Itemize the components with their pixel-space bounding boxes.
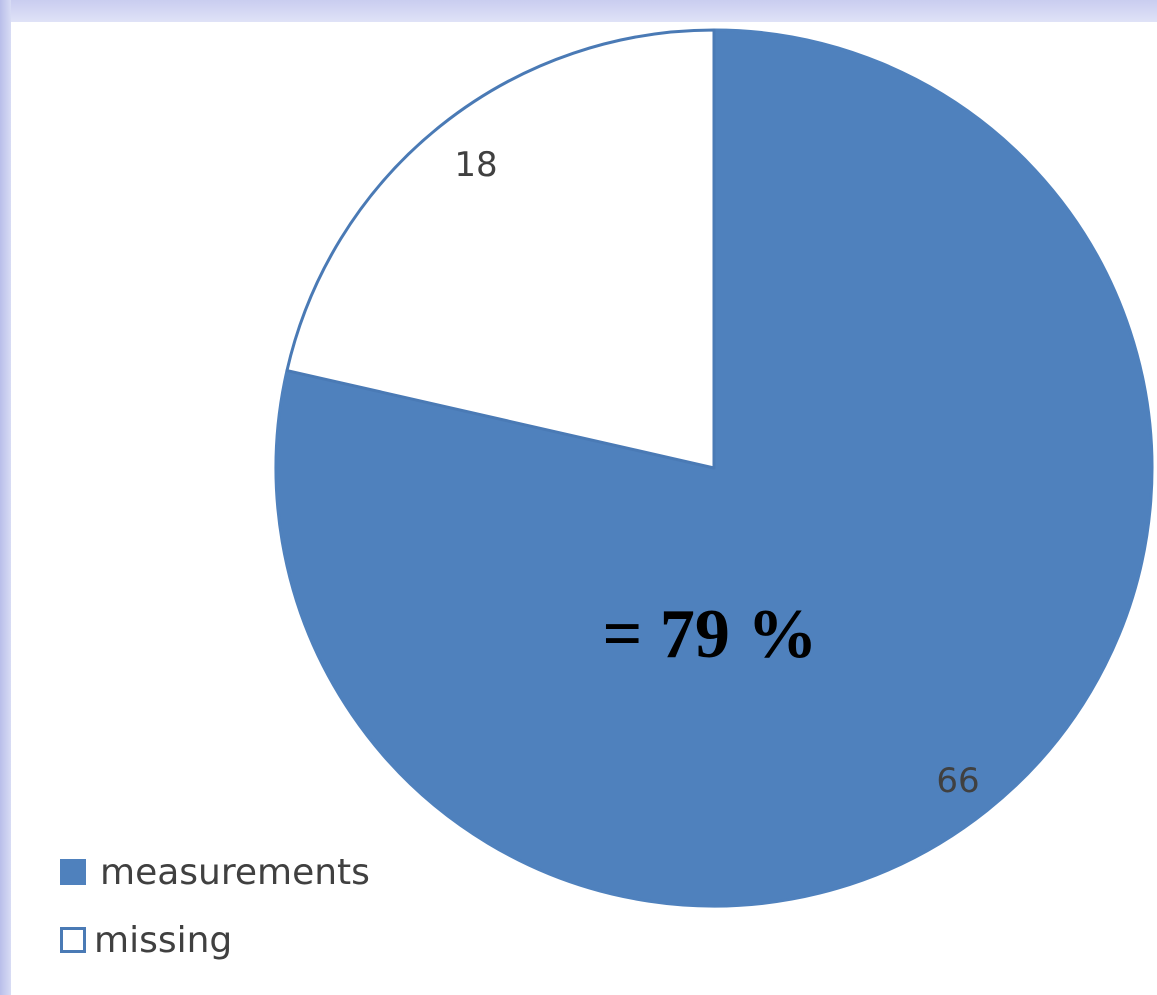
legend-swatch-measurements — [60, 859, 86, 885]
legend-item-missing: missing — [60, 916, 370, 964]
pie-data-labels: 66 18 — [454, 145, 979, 801]
slide-left-border — [0, 0, 11, 995]
legend: measurements missing — [60, 848, 370, 984]
legend-item-measurements: measurements — [60, 848, 370, 896]
legend-swatch-missing — [60, 927, 86, 953]
legend-label-measurements: measurements — [100, 851, 370, 893]
data-label-measurements: 66 — [936, 761, 979, 801]
pie-slice-missing — [285, 28, 716, 470]
legend-label-missing: missing — [94, 919, 233, 961]
percentage-annotation: = 79 % — [603, 596, 818, 673]
data-label-missing: 18 — [454, 145, 497, 185]
slide-top-border — [0, 0, 1157, 22]
pie-slices — [274, 28, 1154, 908]
